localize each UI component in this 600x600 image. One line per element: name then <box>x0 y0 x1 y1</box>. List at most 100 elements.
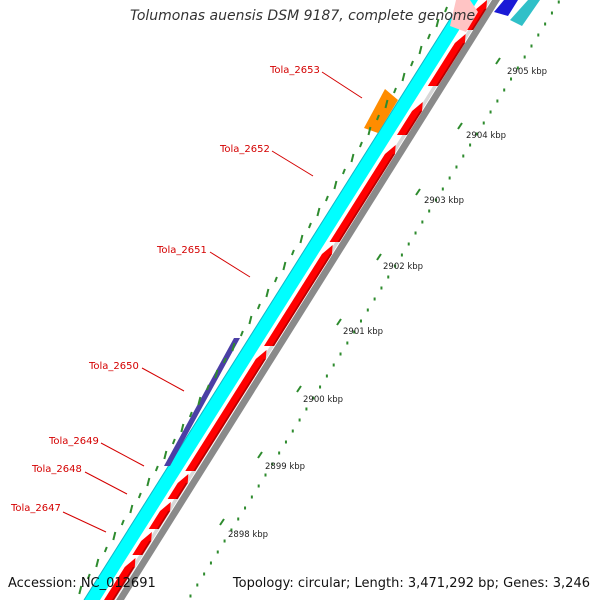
gc-skew-dash <box>376 114 380 121</box>
gc-skew-dashes <box>78 6 448 595</box>
gc-content-dot <box>312 396 315 400</box>
genome-summary-text: Topology: circular; Length: 3,471,292 bp… <box>232 576 590 591</box>
gc-skew-dash <box>180 423 185 433</box>
accession-text: Accession: NC_012691 <box>8 576 156 591</box>
reverse-cds-arrow <box>185 350 267 471</box>
gc-content-dot <box>428 209 431 213</box>
gc-skew-dash <box>273 276 278 283</box>
reverse-cds-arrow-shade <box>404 111 423 135</box>
reverse-cds-arrow-shade <box>112 567 135 600</box>
gc-content-dots <box>189 0 560 598</box>
gc-content-dot <box>462 154 465 158</box>
gc-content-dot <box>373 297 376 301</box>
gc-skew-dash <box>239 330 244 337</box>
gc-skew-dash <box>265 288 270 298</box>
gc-content-dot <box>400 253 403 257</box>
gc-skew-dash <box>290 249 295 256</box>
gc-skew-dash <box>308 222 312 229</box>
forward-cds-edge <box>83 0 463 600</box>
gene-label-tola-2651: Tola_2651 <box>156 245 207 256</box>
reverse-cds-arrow <box>264 245 333 346</box>
gc-skew-dash <box>410 60 414 67</box>
reverse-cds-arrow-shade <box>140 541 152 555</box>
gc-content-dot <box>489 110 492 114</box>
orange-cds <box>364 89 398 133</box>
scale-tick-2898: 2898 kbp <box>228 530 268 540</box>
gc-content-dot <box>332 363 335 367</box>
reverse-cds-arrow <box>132 532 152 555</box>
gene-label-leaders <box>62 71 363 533</box>
gc-content-dot <box>319 385 322 389</box>
gc-skew-dash <box>137 492 142 499</box>
gc-content-dot <box>537 33 540 37</box>
gc-content-dot <box>339 352 342 356</box>
teal-cds-top <box>510 0 540 26</box>
gc-content-dot <box>257 484 260 488</box>
reverse-cds-arrow-shade <box>337 154 395 242</box>
gc-content-dot <box>305 407 308 411</box>
gc-skew-dash <box>171 438 176 445</box>
gc-content-dot <box>544 22 547 26</box>
gc-skew-dash <box>435 18 440 28</box>
gc-content-dot <box>325 374 328 378</box>
gc-skew-dash <box>367 126 372 136</box>
gc-skew-dash <box>282 261 287 271</box>
forward-cds-track <box>84 0 478 600</box>
gc-content-dot <box>475 132 478 136</box>
gc-content-dot <box>223 539 226 543</box>
gene-label-tola-2648: Tola_2648 <box>31 464 82 475</box>
gc-content-dot <box>230 528 233 532</box>
gc-skew-dash <box>384 99 389 109</box>
map-title: Tolumonas auensis DSM 9187, complete gen… <box>130 8 476 24</box>
reverse-cds-arrow-shade <box>471 9 487 30</box>
scale-tick-2902: 2902 kbp <box>383 262 423 272</box>
gc-content-dot <box>196 583 199 587</box>
gc-content-dot <box>503 88 506 92</box>
reverse-cds-arrow <box>167 474 189 499</box>
reverse-cds-arrow-shade <box>175 483 188 499</box>
scale-tick-2899: 2899 kbp <box>265 462 305 472</box>
gc-skew-dash <box>444 6 448 13</box>
gc-skew-dash <box>197 396 202 406</box>
gc-skew-dash <box>214 369 219 379</box>
gc-content-dot <box>523 55 526 59</box>
gc-skew-dash <box>86 573 91 580</box>
gc-content-dot <box>278 451 281 455</box>
reverse-cds-arrow <box>329 145 396 242</box>
gc-content-dot <box>298 418 301 422</box>
gene-label-tola-2647: Tola_2647 <box>10 503 61 514</box>
gc-skew-dash <box>188 411 193 418</box>
gc-skew-dash <box>316 207 321 217</box>
gc-content-dot <box>209 561 212 565</box>
gc-content-dot <box>264 473 267 477</box>
scale-tick-2900: 2900 kbp <box>303 395 343 405</box>
reverse-cds-arrow-shade <box>435 43 465 86</box>
gc-content-dot <box>414 231 417 235</box>
gc-skew-dash <box>401 72 406 82</box>
gc-skew-dash <box>146 477 151 487</box>
gc-content-dot <box>189 594 192 598</box>
gc-content-dot <box>496 99 499 103</box>
gene-label-tola-2649: Tola_2649 <box>48 436 99 447</box>
gc-content-dot <box>271 462 274 466</box>
gc-skew-dash <box>205 384 210 391</box>
gc-skew-dash <box>112 531 117 541</box>
scale-tick-2901: 2901 kbp <box>343 327 383 337</box>
gc-skew-dash <box>154 465 159 472</box>
gc-content-dot <box>346 341 349 345</box>
reverse-cds-arrow-shade <box>156 511 171 529</box>
gc-content-dot <box>394 264 397 268</box>
reverse-cds-arrow <box>148 502 171 529</box>
gc-content-dot <box>441 187 444 191</box>
gc-content-dot <box>530 44 533 48</box>
gc-content-dot <box>359 319 362 323</box>
gc-skew-dash <box>129 504 134 514</box>
gc-content-dot <box>448 176 451 180</box>
gc-content-dot <box>216 550 219 554</box>
reverse-cds-arrow-shade <box>193 359 266 471</box>
gc-content-dot <box>353 330 356 334</box>
gc-content-dot <box>244 506 247 510</box>
gene-label-tola-2653: Tola_2653 <box>269 65 320 76</box>
gc-skew-dash <box>393 87 397 94</box>
